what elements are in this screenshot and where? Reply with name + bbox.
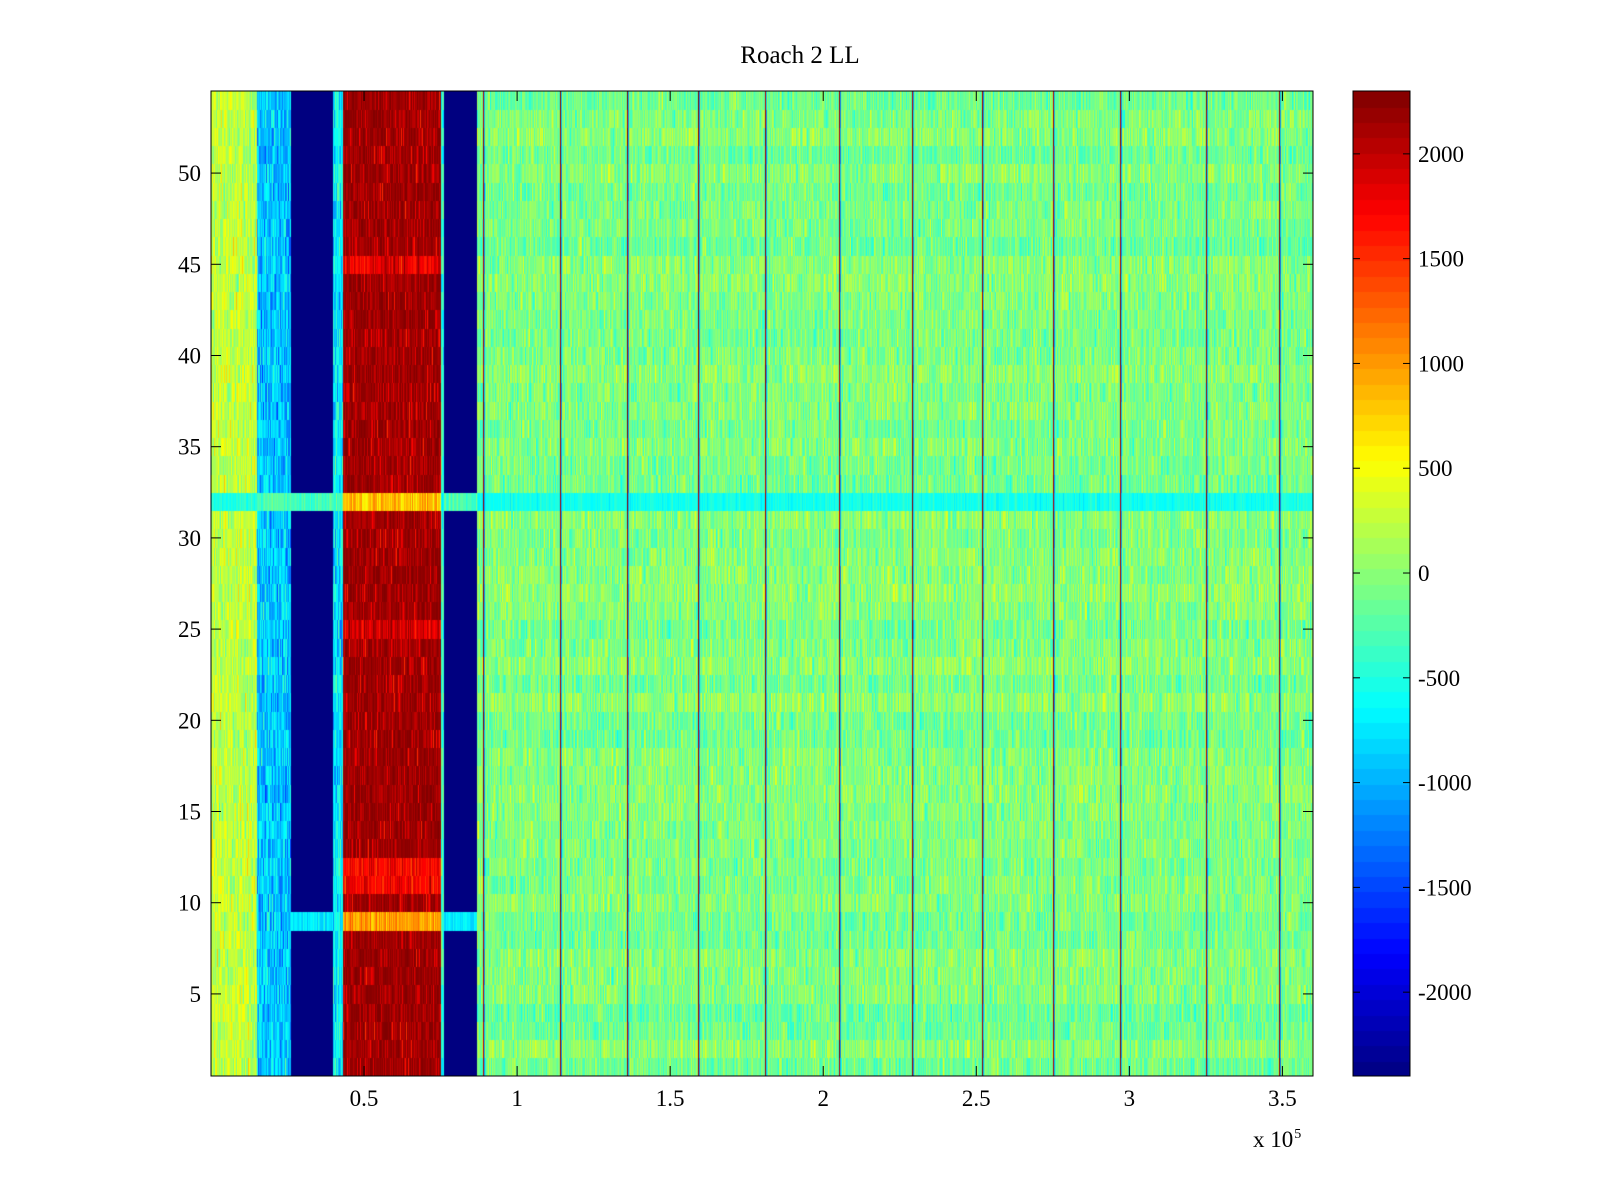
x-multiplier-base: x 10	[1253, 1127, 1294, 1152]
y-tick-label: 45	[178, 252, 201, 277]
x-multiplier-exponent: 5	[1294, 1127, 1302, 1142]
plot-frame	[210, 90, 1314, 1077]
x-tick-label: 1	[511, 1086, 523, 1111]
y-tick-label: 35	[178, 435, 201, 460]
x-tick-label: 1.5	[656, 1086, 685, 1111]
colorbar-tick-label: 2000	[1418, 142, 1464, 167]
y-tick-label: 20	[178, 708, 201, 733]
x-tick-label: 3	[1124, 1086, 1136, 1111]
y-tick-label: 5	[190, 982, 202, 1007]
chart-title: Roach 2 LL	[740, 42, 860, 69]
colorbar-tick-label: 1000	[1418, 351, 1464, 376]
x-tick-label: 3.5	[1268, 1086, 1297, 1111]
colorbar-tick-label: -2000	[1418, 980, 1472, 1005]
colorbar-image	[1353, 91, 1410, 1076]
colorbar-tick-label: -500	[1418, 666, 1460, 691]
y-tick-label: 15	[178, 800, 201, 825]
y-tick-label: 10	[178, 891, 201, 916]
heatmap-image	[211, 91, 1313, 1076]
x-axis-multiplier: x 105	[1253, 1127, 1301, 1153]
colorbar-frame	[1352, 90, 1411, 1077]
colorbar-tick-label: -1500	[1418, 875, 1472, 900]
colorbar-tick-label: 0	[1418, 561, 1430, 586]
y-tick-label: 25	[178, 617, 201, 642]
y-tick-label: 50	[178, 161, 201, 186]
colorbar-tick-label: 1500	[1418, 247, 1464, 272]
y-tick-label: 30	[178, 526, 201, 551]
y-tick-label: 40	[178, 343, 201, 368]
x-tick-label: 0.5	[350, 1086, 379, 1111]
colorbar-tick-label: -1000	[1418, 771, 1472, 796]
colorbar-tick-label: 500	[1418, 456, 1453, 481]
x-tick-label: 2.5	[962, 1086, 991, 1111]
x-tick-label: 2	[817, 1086, 829, 1111]
